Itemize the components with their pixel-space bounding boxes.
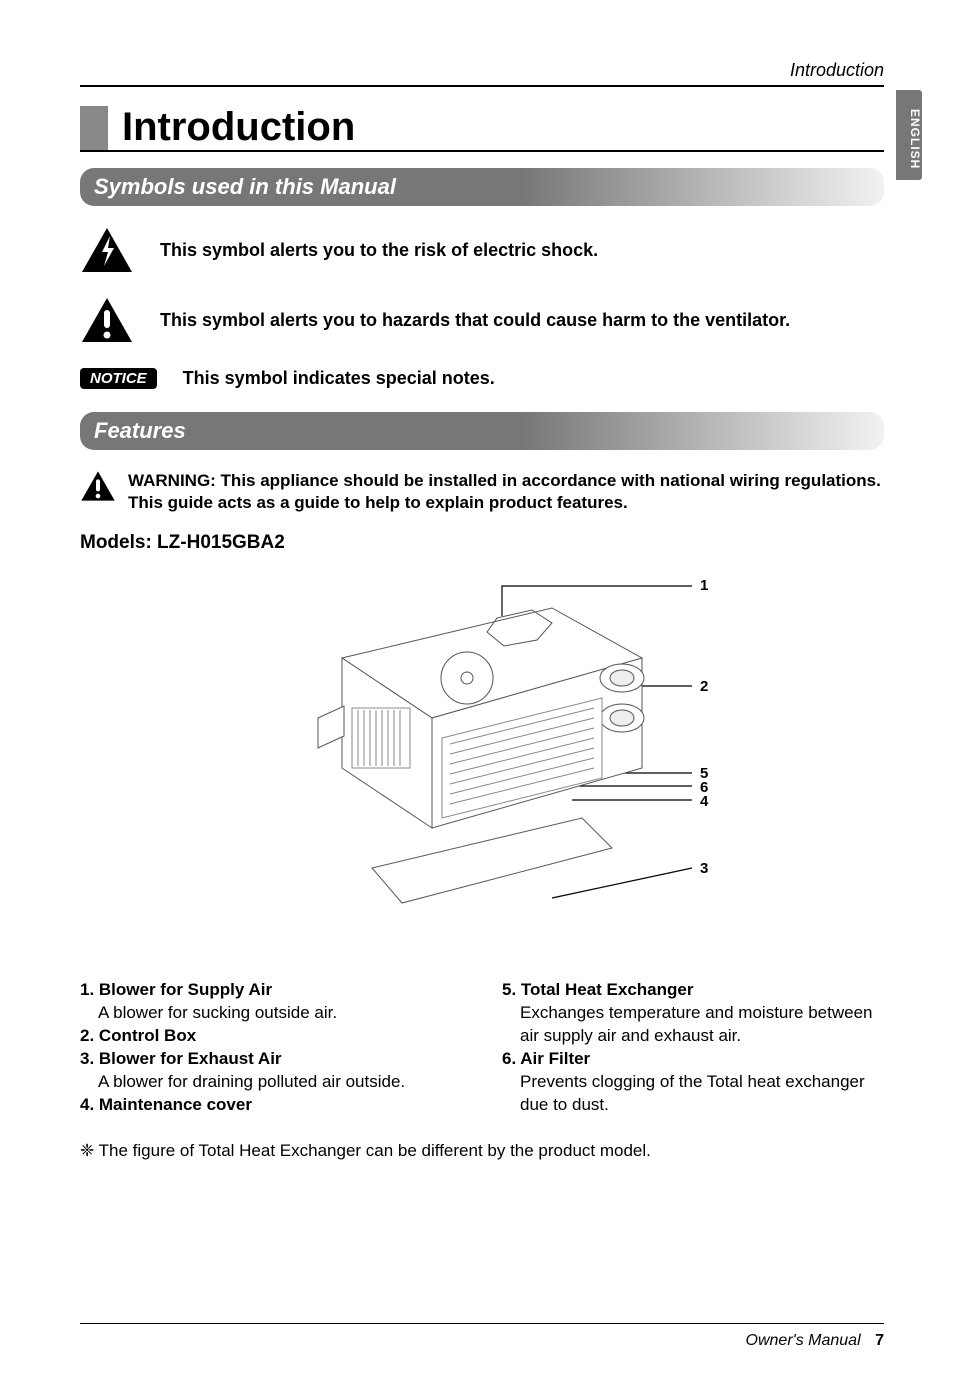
notice-icon: NOTICE <box>80 368 157 389</box>
footnote: ❈ The figure of Total Heat Exchanger can… <box>80 1141 884 1161</box>
symbol-shock-text: This symbol alerts you to the risk of el… <box>160 238 598 262</box>
symbol-notice-text: This symbol indicates special notes. <box>183 366 495 390</box>
symbol-hazard-text: This symbol alerts you to hazards that c… <box>160 308 790 332</box>
warning-text: WARNING: This appliance should be instal… <box>128 470 884 514</box>
title-accent-block <box>80 106 108 150</box>
diagram-label-3: 3 <box>700 860 708 877</box>
page-title: Introduction <box>122 105 355 150</box>
footer-label: Owner's Manual <box>746 1332 861 1349</box>
list-item: 2. Control Box <box>80 1025 462 1048</box>
list-item: 3. Blower for Exhaust Air A blower for d… <box>80 1048 462 1094</box>
electric-shock-icon <box>80 226 134 274</box>
item-desc: A blower for sucking outside air. <box>98 1002 462 1025</box>
symbol-row-notice: NOTICE This symbol indicates special not… <box>80 366 884 390</box>
section-heading-symbols: Symbols used in this Manual <box>80 168 884 206</box>
item-title: 6. Air Filter <box>502 1048 884 1071</box>
product-diagram-container: 1 2 5 6 4 3 <box>80 568 884 953</box>
footer-page-number: 7 <box>875 1332 884 1349</box>
hazard-icon <box>80 296 134 344</box>
item-title: 2. Control Box <box>80 1025 462 1048</box>
feature-column-right: 5. Total Heat Exchanger Exchanges temper… <box>502 979 884 1117</box>
warning-row: WARNING: This appliance should be instal… <box>80 470 884 514</box>
feature-column-left: 1. Blower for Supply Air A blower for su… <box>80 979 462 1117</box>
item-title: 1. Blower for Supply Air <box>80 979 462 1002</box>
feature-columns: 1. Blower for Supply Air A blower for su… <box>80 979 884 1117</box>
symbol-row-hazard: This symbol alerts you to hazards that c… <box>80 296 884 344</box>
language-tab: ENGLISH <box>896 90 922 180</box>
section-heading-features: Features <box>80 412 884 450</box>
header-rule <box>80 85 884 87</box>
item-desc: A blower for draining polluted air outsi… <box>98 1071 462 1094</box>
models-label: Models: LZ-H015GBA2 <box>80 532 884 554</box>
item-title: 3. Blower for Exhaust Air <box>80 1048 462 1071</box>
diagram-label-4: 4 <box>700 793 709 810</box>
header-label: Introduction <box>80 60 884 81</box>
item-desc: Prevents clogging of the Total heat exch… <box>520 1071 884 1117</box>
item-title: 4. Maintenance cover <box>80 1094 462 1117</box>
diagram-label-2: 2 <box>700 678 708 695</box>
list-item: 5. Total Heat Exchanger Exchanges temper… <box>502 979 884 1048</box>
item-title: 5. Total Heat Exchanger <box>502 979 884 1002</box>
page-footer: Owner's Manual 7 <box>80 1323 884 1350</box>
list-item: 4. Maintenance cover <box>80 1094 462 1117</box>
product-diagram: 1 2 5 6 4 3 <box>222 568 742 948</box>
diagram-label-1: 1 <box>700 577 708 594</box>
symbol-row-shock: This symbol alerts you to the risk of el… <box>80 226 884 274</box>
warning-icon <box>80 470 116 502</box>
list-item: 1. Blower for Supply Air A blower for su… <box>80 979 462 1025</box>
page-title-row: Introduction <box>80 105 884 152</box>
item-desc: Exchanges temperature and moisture betwe… <box>520 1002 884 1048</box>
list-item: 6. Air Filter Prevents clogging of the T… <box>502 1048 884 1117</box>
